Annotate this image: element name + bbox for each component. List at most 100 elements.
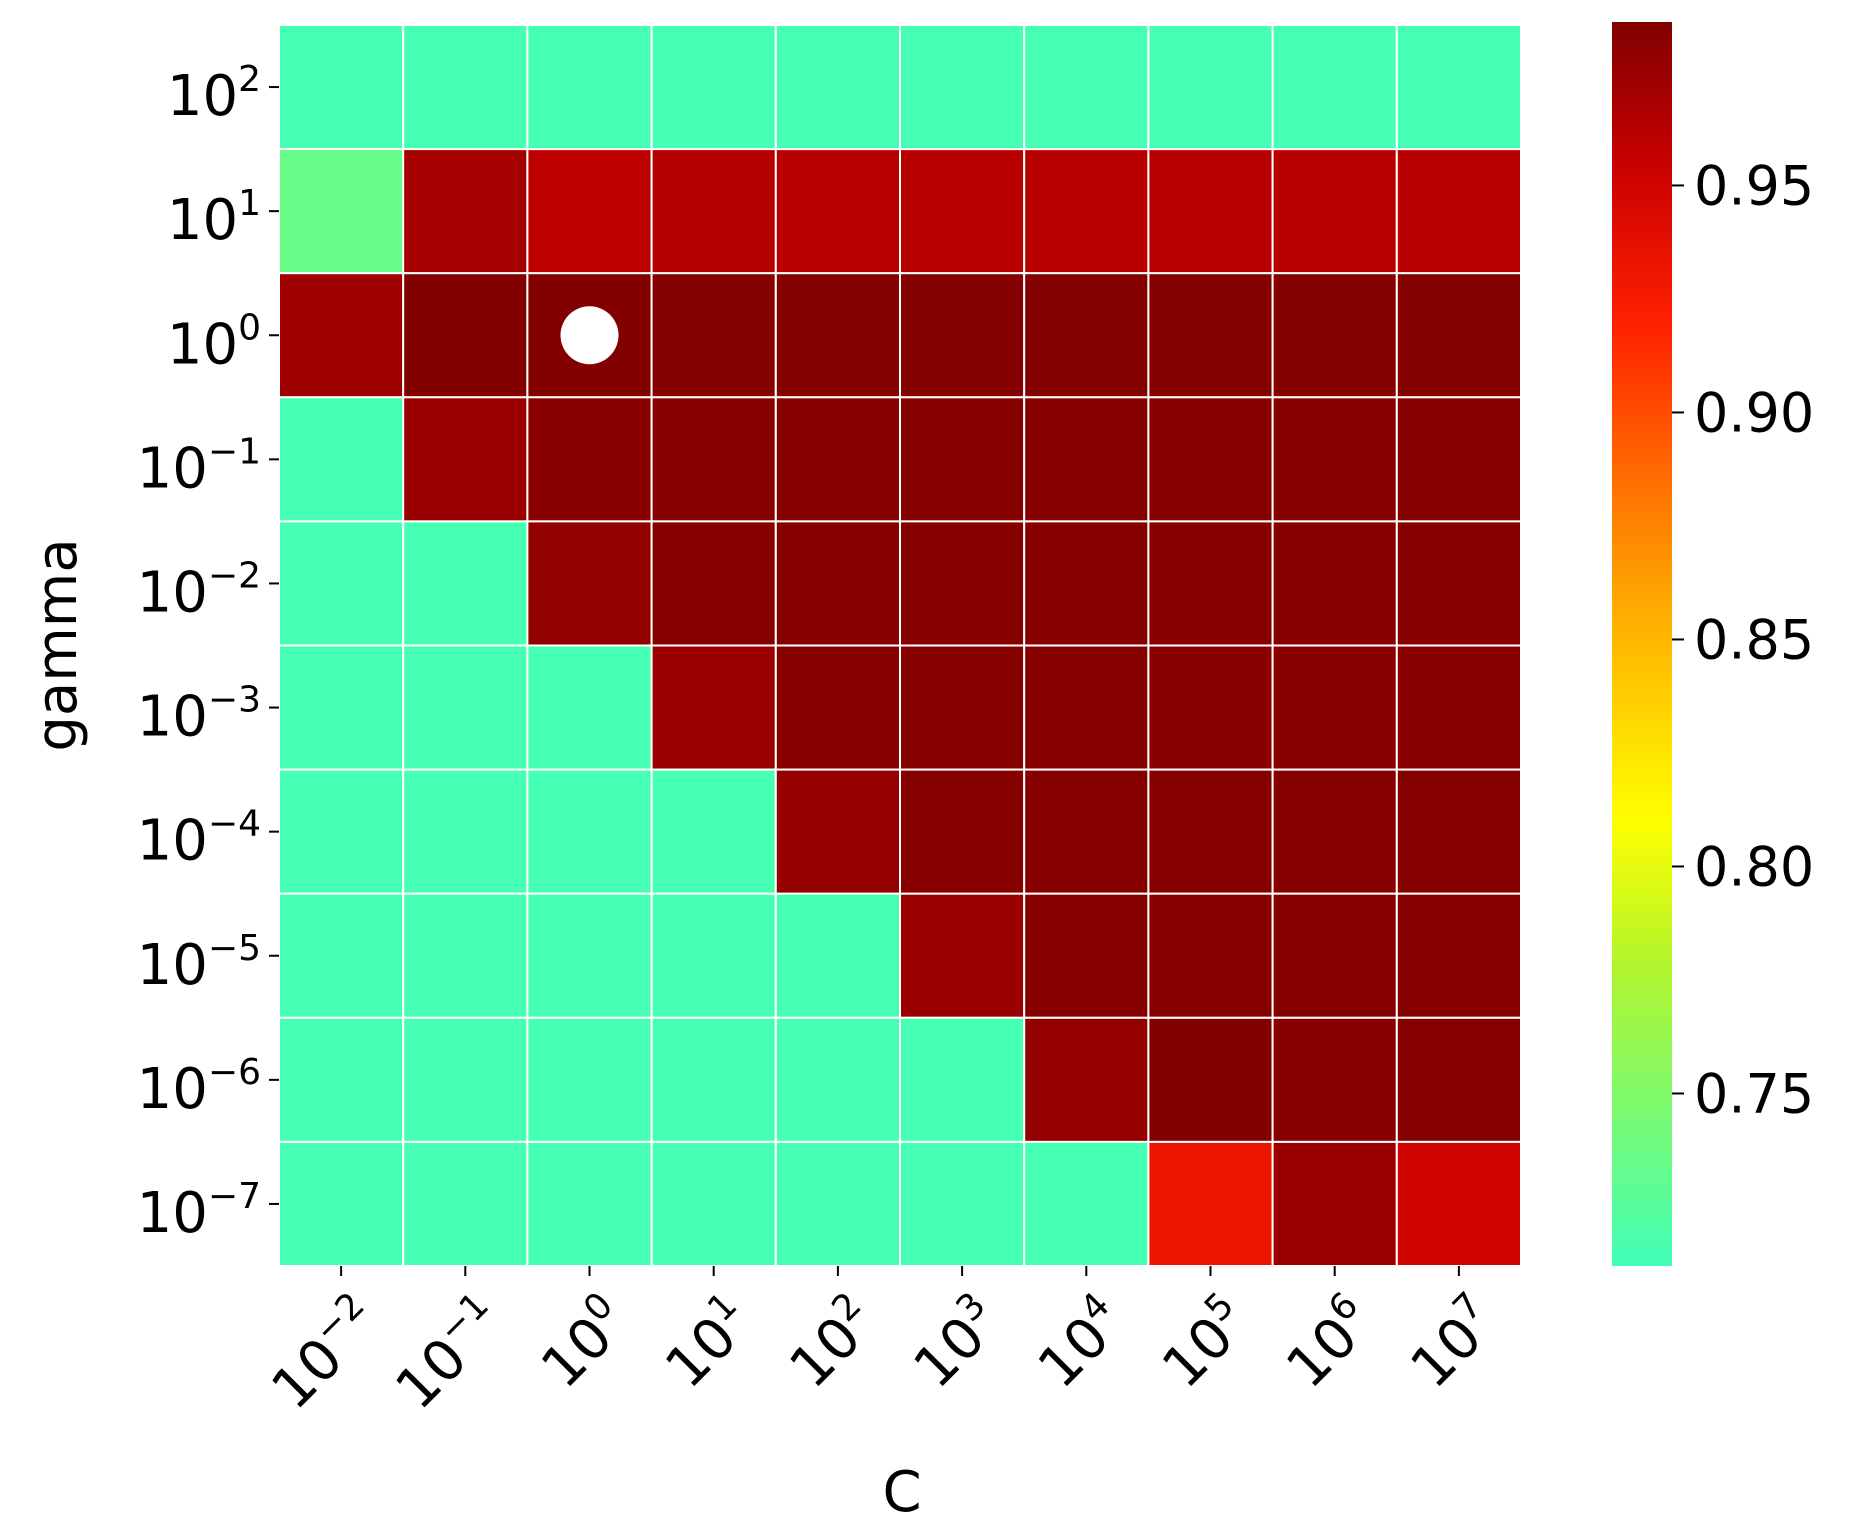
heatmap-cell bbox=[1395, 148, 1523, 275]
y-tick-label: 10−3 bbox=[137, 680, 261, 750]
heatmap-cell bbox=[899, 148, 1026, 275]
x-tick-label: 101 bbox=[650, 1285, 766, 1401]
heatmap-cell bbox=[526, 892, 653, 1019]
x-tick-label: 102 bbox=[774, 1285, 890, 1401]
heatmap-cell bbox=[1023, 24, 1150, 151]
heatmap-cell bbox=[650, 272, 777, 399]
heatmap-cell bbox=[1395, 396, 1523, 523]
heatmap-cell bbox=[774, 892, 901, 1019]
heatmap-cell bbox=[526, 1016, 653, 1143]
heatmap-cell bbox=[278, 1016, 405, 1143]
y-tick-label: 10−7 bbox=[137, 1176, 261, 1246]
heatmap-cell bbox=[526, 396, 653, 523]
x-tick-label: 100 bbox=[526, 1285, 642, 1401]
heatmap-cell bbox=[402, 768, 529, 895]
x-tick-label: 105 bbox=[1147, 1285, 1263, 1401]
heatmap-cell bbox=[899, 644, 1026, 771]
heatmap-cell bbox=[1147, 1140, 1274, 1268]
heatmap-cell bbox=[1023, 892, 1150, 1019]
heatmap-cell bbox=[1147, 892, 1274, 1019]
heatmap-cell bbox=[1147, 768, 1274, 895]
y-tick-label: 102 bbox=[167, 59, 261, 129]
heatmap-cell bbox=[650, 148, 777, 275]
heatmap-cell bbox=[1147, 520, 1274, 647]
heatmap-cell bbox=[650, 892, 777, 1019]
heatmap-cell bbox=[1271, 1140, 1398, 1268]
x-axis-ticks: 10−210−1 100 101 102 103 104 105 106 107 bbox=[256, 1266, 1495, 1422]
heatmap-cell bbox=[402, 148, 529, 275]
heatmap-cell bbox=[774, 396, 901, 523]
heatmap-cell bbox=[526, 644, 653, 771]
y-axis-title: gamma bbox=[25, 538, 90, 751]
y-tick-label: 100 bbox=[167, 307, 261, 377]
heatmap-cell bbox=[774, 148, 901, 275]
heatmap-cell bbox=[650, 1016, 777, 1143]
y-axis-ticks: 102 101 100 10−1 10−2 10−3 10−4 10−5 10−6 10−7 bbox=[137, 59, 279, 1246]
heatmap-cell bbox=[1271, 24, 1398, 151]
y-tick-label: 10−4 bbox=[137, 804, 261, 874]
y-tick-label: 10−5 bbox=[137, 928, 261, 998]
heatmap-cell bbox=[278, 1140, 405, 1268]
heatmap-cell bbox=[899, 24, 1026, 151]
heatmap-cell bbox=[1023, 768, 1150, 895]
x-tick-label: 10−2 bbox=[256, 1285, 393, 1422]
heatmap-cell bbox=[650, 1140, 777, 1268]
x-tick-label: 103 bbox=[898, 1285, 1014, 1401]
y-tick-label: 101 bbox=[167, 183, 261, 253]
heatmap-cell bbox=[1147, 396, 1274, 523]
heatmap-cell bbox=[774, 1140, 901, 1268]
heatmap-cell bbox=[402, 1016, 529, 1143]
heatmap-cell bbox=[402, 892, 529, 1019]
heatmap-cell bbox=[774, 272, 901, 399]
heatmap-cell bbox=[650, 768, 777, 895]
colorbar-ticks: 0.75 0.80 0.85 0.90 0.95 bbox=[1672, 154, 1814, 1125]
heatmap-cell bbox=[278, 396, 405, 523]
heatmap-cell bbox=[402, 644, 529, 771]
heatmap-cell bbox=[1023, 148, 1150, 275]
heatmap-cell bbox=[1395, 520, 1523, 647]
heatmap-cell bbox=[1395, 768, 1523, 895]
heatmap-cell bbox=[899, 272, 1026, 399]
heatmap-cell bbox=[526, 768, 653, 895]
heatmap-cell bbox=[899, 768, 1026, 895]
y-tick-label: 10−2 bbox=[137, 555, 261, 625]
heatmap-cell bbox=[1271, 520, 1398, 647]
heatmap-cell bbox=[899, 1016, 1026, 1143]
y-tick-label: 10−1 bbox=[137, 431, 261, 501]
heatmap-cell bbox=[1023, 1016, 1150, 1143]
heatmap-cell bbox=[899, 396, 1026, 523]
colorbar-tick-label: 0.85 bbox=[1694, 608, 1814, 671]
heatmap-cell bbox=[650, 396, 777, 523]
heatmap-cell bbox=[526, 1140, 653, 1268]
heatmap-cell bbox=[1395, 1016, 1523, 1143]
heatmap-cell bbox=[899, 892, 1026, 1019]
heatmap-cell bbox=[1271, 272, 1398, 399]
heatmap-cell bbox=[650, 520, 777, 647]
x-tick-label: 106 bbox=[1271, 1285, 1387, 1401]
heatmap-cell bbox=[1023, 644, 1150, 771]
heatmap-cell bbox=[1395, 644, 1523, 771]
heatmap-cell bbox=[278, 644, 405, 771]
heatmap-cell bbox=[1395, 24, 1523, 151]
heatmap-cell bbox=[278, 768, 405, 895]
heatmap-cell bbox=[1271, 644, 1398, 771]
heatmap-cell bbox=[650, 24, 777, 151]
heatmap-cell bbox=[278, 272, 405, 399]
heatmap-cell bbox=[1147, 1016, 1274, 1143]
heatmap-cell bbox=[1023, 396, 1150, 523]
x-axis-title: C bbox=[882, 1460, 921, 1525]
heatmap-cell bbox=[526, 520, 653, 647]
heatmap-cell bbox=[1395, 892, 1523, 1019]
heatmap-cell bbox=[1147, 272, 1274, 399]
heatmap-cell bbox=[402, 396, 529, 523]
marker-layer bbox=[560, 306, 619, 365]
heatmap-cell bbox=[1395, 1140, 1523, 1268]
heatmap-cell bbox=[774, 768, 901, 895]
heatmap-cell bbox=[1023, 272, 1150, 399]
heatmap-cell bbox=[1023, 520, 1150, 647]
heatmap-cell bbox=[402, 24, 529, 151]
heatmap-cell bbox=[402, 520, 529, 647]
heatmap-cell bbox=[774, 520, 901, 647]
heatmap-cells bbox=[278, 24, 1523, 1268]
